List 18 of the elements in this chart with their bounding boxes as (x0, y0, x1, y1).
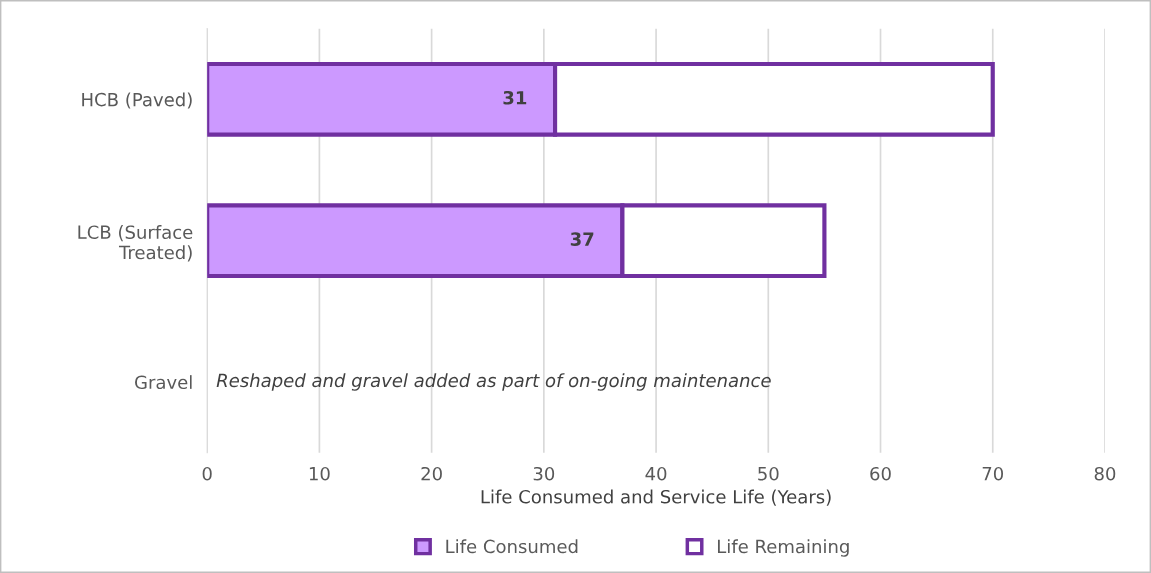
x-axis-title: Life Consumed and Service Life (Years) (481, 489, 831, 506)
x-tick-label: 40 (645, 466, 667, 481)
y-tick-label: LCB (Surface Treated) (78, 225, 193, 262)
y-tick-label: HCB (Paved) (82, 92, 192, 109)
legend-label: Life Remaining (717, 539, 849, 557)
y-tick-label: Gravel (135, 375, 192, 390)
x-tick-label: 50 (758, 466, 779, 481)
data-label: 31 (503, 90, 527, 105)
annotation: Reshaped and gravel added as part of on-going maintenance (216, 373, 771, 391)
x-tick-label: 10 (309, 466, 330, 481)
x-tick-label: 30 (533, 466, 555, 481)
data-label: 37 (570, 232, 594, 246)
x-tick-label: 70 (982, 466, 1004, 481)
x-tick-label: 60 (870, 466, 891, 481)
x-tick-label: 20 (421, 466, 442, 481)
x-tick-label: 80 (1094, 466, 1116, 481)
legend-label: Life Consumed (446, 539, 578, 554)
x-tick-label: 0 (202, 466, 212, 481)
